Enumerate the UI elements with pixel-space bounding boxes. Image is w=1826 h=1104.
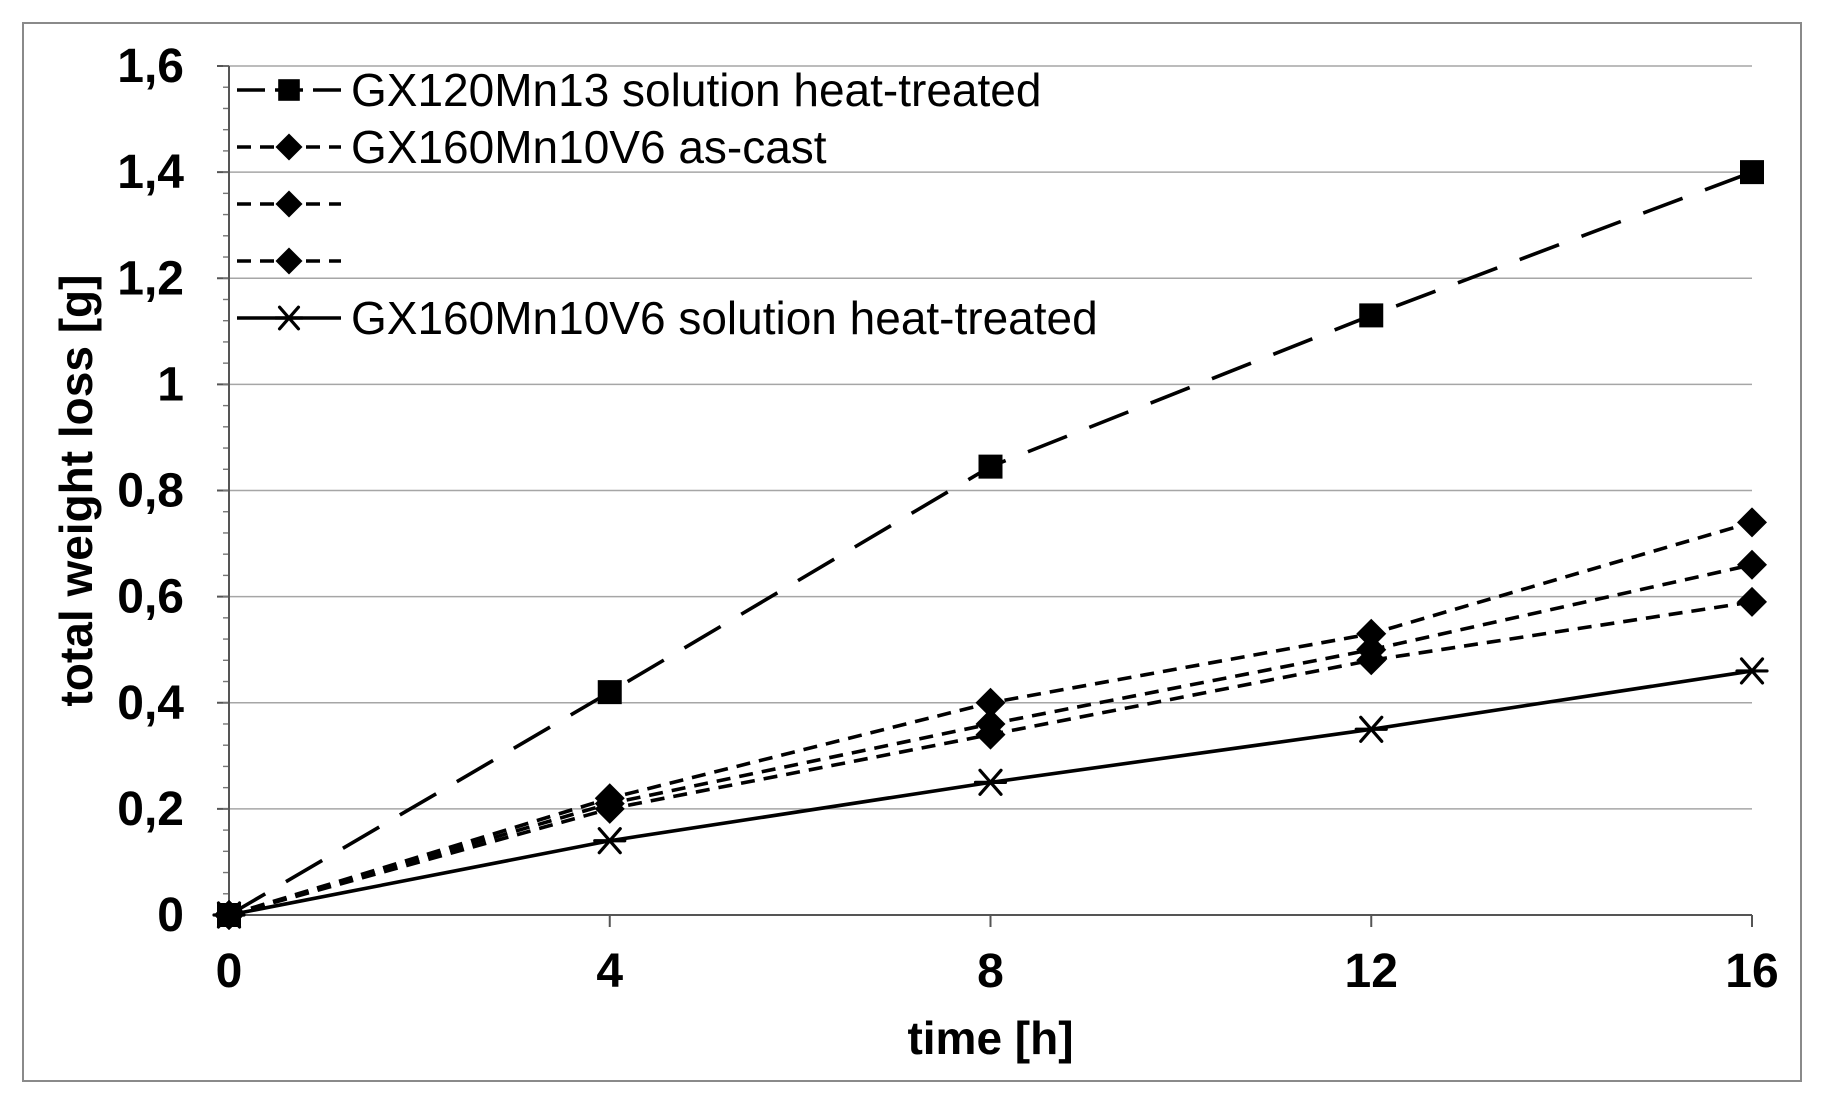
- y-tick-label: 1: [157, 358, 184, 411]
- x-axis-title: time [h]: [907, 1012, 1073, 1064]
- square-marker: [1359, 303, 1384, 328]
- square-marker: [278, 79, 300, 101]
- legend-label: GX120Mn13 solution heat-treated: [351, 64, 1041, 116]
- y-axis-title: total weight loss [g]: [50, 275, 102, 707]
- diamond-marker: [1356, 618, 1387, 649]
- diamond-marker: [275, 190, 303, 218]
- x-tick-label: 16: [1725, 945, 1778, 998]
- gridlines: [229, 65, 1752, 810]
- y-tick-label: 0,2: [117, 783, 184, 836]
- legend-entry-0: GX120Mn13 solution heat-treated: [237, 64, 1041, 116]
- y-tick-label: 0,8: [117, 465, 184, 518]
- x-tick-label: 0: [216, 945, 243, 998]
- asterisk-stroke: [277, 305, 301, 331]
- diamond-marker: [1737, 507, 1767, 538]
- x-tick-label: 4: [596, 945, 623, 998]
- diamond-marker: [275, 247, 303, 275]
- x-tick-label: 8: [977, 945, 1004, 998]
- y-tick-label: 0,6: [117, 571, 184, 624]
- diamond-marker: [1356, 645, 1387, 676]
- diamond-marker: [594, 793, 625, 824]
- asterisk-stroke: [1739, 657, 1765, 685]
- asterisk-marker: [212, 901, 246, 929]
- chart-frame: 0 0,2 0,4 0,6 0,8 1 1,2 1,4 1,6 0 4 8 12 16 GX120Mn13…: [22, 22, 1802, 1082]
- series-3: [214, 586, 1767, 930]
- asterisk-stroke: [216, 901, 242, 929]
- asterisk-marker: [593, 827, 627, 855]
- asterisk-marker: [273, 305, 305, 331]
- axes: 0 0,2 0,4 0,6 0,8 1 1,2 1,4 1,6 0 4 8 12 16: [117, 40, 1778, 998]
- asterisk-stroke: [978, 768, 1003, 796]
- diamond-marker: [275, 133, 303, 161]
- x-tick-label: 12: [1345, 945, 1398, 998]
- series-line: [228, 170, 1753, 917]
- y-tick-label: 1,4: [117, 146, 184, 199]
- asterisk-marker: [1735, 657, 1769, 685]
- legend-entry-2: [237, 190, 341, 218]
- chart: 0 0,2 0,4 0,6 0,8 1 1,2 1,4 1,6 0 4 8 12 16 GX120Mn13…: [50, 40, 1779, 1064]
- square-marker: [1740, 160, 1764, 185]
- diamond-marker: [1737, 549, 1767, 580]
- diamond-marker: [975, 687, 1006, 718]
- legend-label: GX160Mn10V6 as-cast: [351, 121, 827, 173]
- asterisk-stroke: [1359, 715, 1384, 743]
- y-tick-label: 0: [157, 889, 184, 942]
- asterisk-marker: [973, 768, 1008, 796]
- asterisk-stroke: [597, 827, 622, 855]
- series-4: [212, 657, 1769, 929]
- series: [212, 160, 1769, 930]
- series-line: [228, 600, 1753, 917]
- diamond-marker: [1737, 586, 1767, 617]
- diamond-marker: [975, 719, 1006, 750]
- legend-entry-4: GX160Mn10V6 solution heat-treated: [237, 292, 1098, 344]
- legend-entry-3: [237, 247, 341, 275]
- y-tick-label: 1,6: [117, 40, 184, 93]
- legend: GX120Mn13 solution heat-treatedGX160Mn10…: [237, 64, 1098, 344]
- square-marker: [597, 680, 622, 705]
- asterisk-marker: [1354, 715, 1388, 743]
- series-0: [217, 160, 1764, 927]
- legend-entry-1: GX160Mn10V6 as-cast: [237, 121, 827, 173]
- y-tick-label: 1,2: [117, 252, 184, 305]
- square-marker: [978, 454, 1003, 479]
- legend-label: GX160Mn10V6 solution heat-treated: [351, 292, 1098, 344]
- y-tick-label: 0,4: [117, 677, 184, 730]
